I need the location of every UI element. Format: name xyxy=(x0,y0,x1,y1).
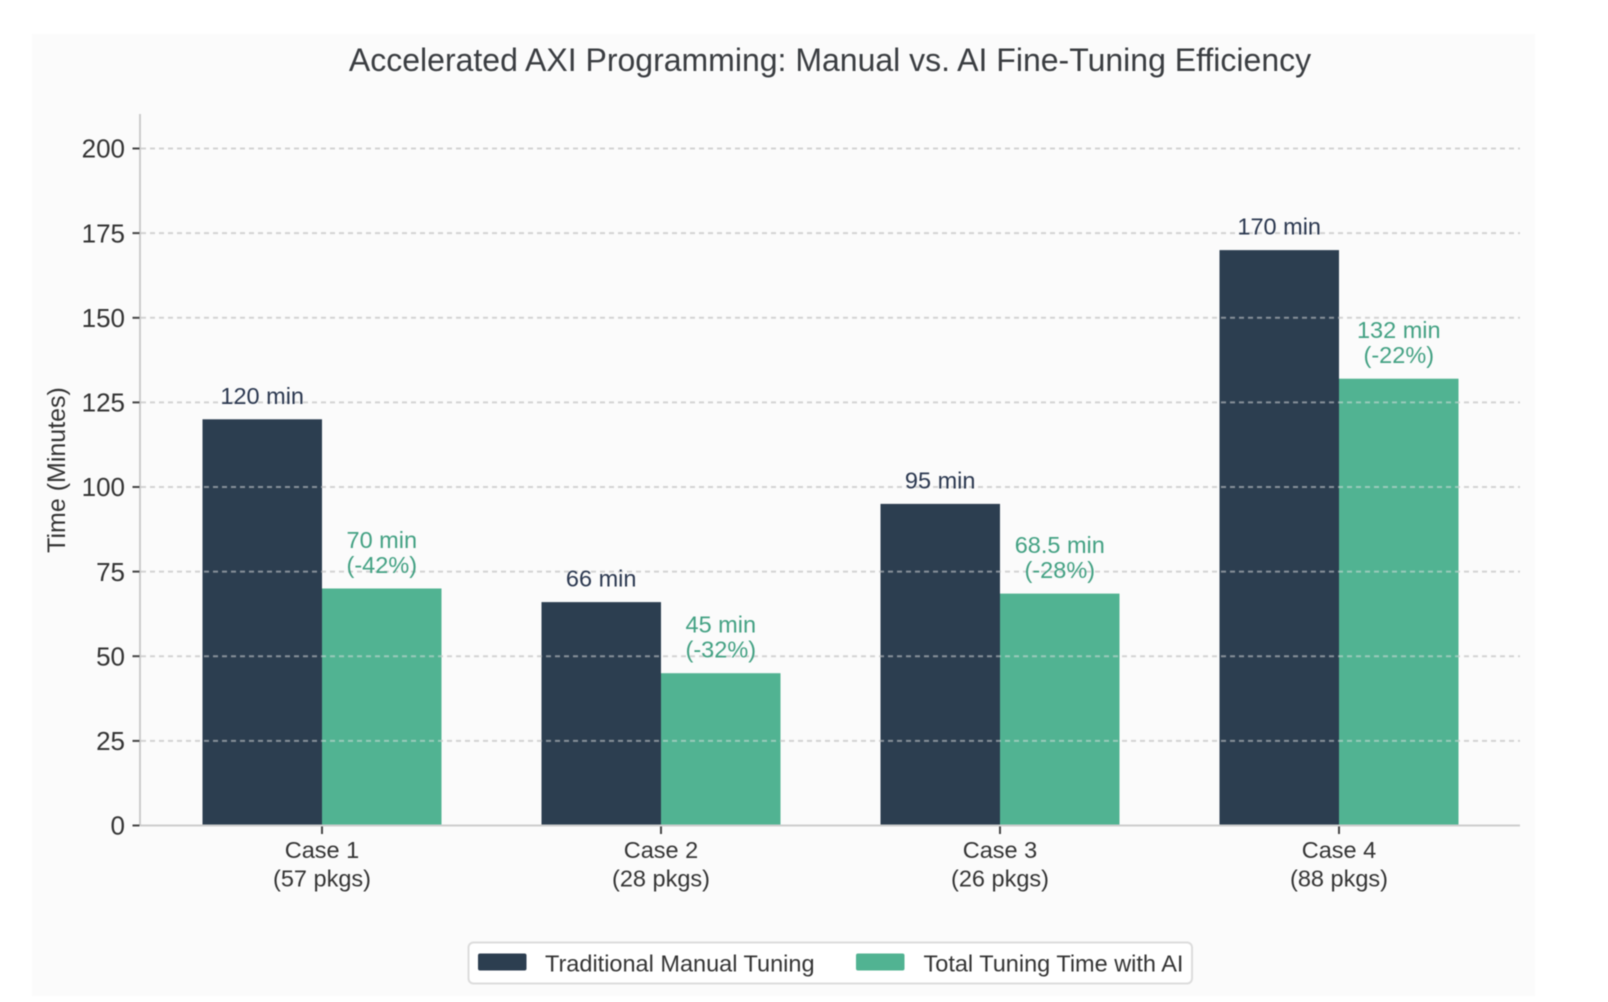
svg-text:45 min: 45 min xyxy=(686,612,757,638)
svg-text:(26 pkgs): (26 pkgs) xyxy=(951,866,1049,892)
svg-text:100: 100 xyxy=(82,472,125,502)
svg-text:175: 175 xyxy=(82,218,125,248)
svg-text:120 min: 120 min xyxy=(220,383,304,409)
svg-text:(28 pkgs): (28 pkgs) xyxy=(612,866,710,892)
svg-text:(88 pkgs): (88 pkgs) xyxy=(1290,866,1388,892)
svg-text:Case 3: Case 3 xyxy=(963,837,1037,863)
svg-text:150: 150 xyxy=(82,303,125,333)
svg-text:50: 50 xyxy=(96,642,125,672)
svg-text:0: 0 xyxy=(111,811,125,841)
svg-text:Total Tuning Time with AI: Total Tuning Time with AI xyxy=(924,951,1184,977)
svg-text:68.5 min: 68.5 min xyxy=(1015,532,1105,558)
svg-text:25: 25 xyxy=(96,726,125,756)
svg-text:(-22%): (-22%) xyxy=(1364,342,1435,368)
svg-text:66 min: 66 min xyxy=(566,566,637,592)
svg-text:Traditional Manual Tuning: Traditional Manual Tuning xyxy=(545,951,815,977)
svg-text:170 min: 170 min xyxy=(1237,214,1321,240)
svg-text:Case 4: Case 4 xyxy=(1302,837,1376,863)
svg-text:125: 125 xyxy=(82,388,125,418)
svg-text:Time (Minutes): Time (Minutes) xyxy=(43,387,71,553)
svg-text:(-28%): (-28%) xyxy=(1025,557,1096,583)
svg-text:Case 2: Case 2 xyxy=(624,837,698,863)
svg-text:(-42%): (-42%) xyxy=(347,552,418,578)
svg-text:(-32%): (-32%) xyxy=(686,637,757,663)
svg-text:200: 200 xyxy=(82,134,125,164)
svg-text:Case 1: Case 1 xyxy=(285,837,359,863)
svg-text:75: 75 xyxy=(96,557,125,587)
svg-text:70 min: 70 min xyxy=(347,527,418,553)
svg-text:95 min: 95 min xyxy=(905,467,976,493)
svg-text:Accelerated AXI Programming: M: Accelerated AXI Programming: Manual vs. … xyxy=(349,42,1311,78)
svg-text:(57 pkgs): (57 pkgs) xyxy=(273,866,371,892)
svg-text:132 min: 132 min xyxy=(1357,317,1441,343)
